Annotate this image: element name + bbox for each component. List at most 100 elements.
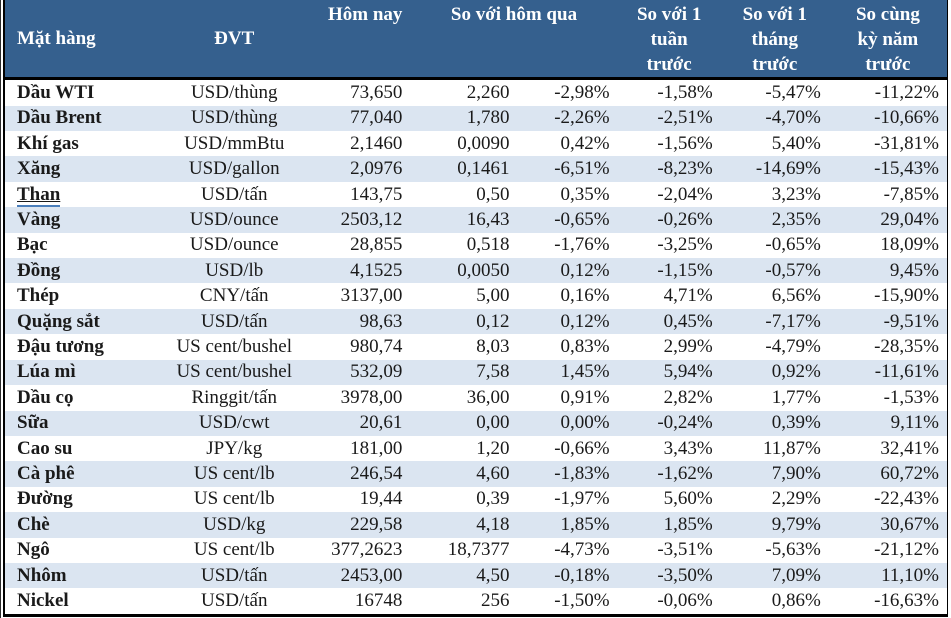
unit: JPY/kg [206,437,263,459]
pct-vs-year: 9,45% [889,259,939,281]
pct-vs-week: 0,45% [663,310,713,332]
commodity-name: Nhôm [17,564,67,586]
pct-vs-week: 4,71% [663,285,713,307]
pct-vs-week: -0,06% [657,590,713,612]
pct-vs-year: 9,11% [890,412,939,434]
table-row: Quặng sắt USD/tấn 98,63 0,12 0,12% 0,45% -7,17… [5,308,947,335]
change-value: 8,03 [476,336,510,357]
col-header-vs-yesterday: So với hôm qua [410,0,618,80]
unit: US cent/bushel [176,361,293,383]
pct-vs-yesterday: -0,18% [554,564,610,586]
table-row: Than USD/tấn 143,75 0,50 0,35% -2,04% 3,23% -7,… [5,181,947,208]
today-value: 16748 [354,590,403,612]
today-value: 2,0976 [350,158,403,180]
table-row: Chè USD/kg 229,58 4,18 1,85% 1,85% 9,79% 30,67% [5,512,947,538]
pct-vs-yesterday: -2,98% [554,81,610,103]
pct-vs-year: -28,35% [874,336,939,357]
pct-vs-year: -9,51% [883,310,939,332]
table-row: Dầu Brent USD/thùng 77,040 1,780 -2,26% -2,51… [5,105,947,132]
unit: US cent/lb [193,539,275,561]
pct-vs-year: -22,43% [874,488,939,510]
pct-vs-yesterday: 0,91% [560,386,610,408]
col-header-commodity: Mặt hàng [5,0,156,80]
today-value: 181,00 [350,437,403,459]
change-value: 256 [481,590,510,612]
unit: USD/tấn [200,590,268,612]
unit: US cent/lb [193,463,275,485]
change-value: 5,00 [476,285,510,307]
commodity-name: Ngô [17,539,50,561]
change-value: 1,20 [476,437,510,459]
change-value: 0,12 [476,310,510,332]
pct-vs-year: -11,61% [874,361,939,383]
commodity-name: Xăng [17,158,61,180]
change-value: 4,50 [476,564,510,586]
pct-vs-yesterday: 1,85% [560,513,610,535]
pct-vs-yesterday: 0,42% [560,132,610,154]
pct-vs-yesterday: 1,45% [560,361,610,383]
pct-vs-week: 5,94% [663,361,713,383]
table-row: Dầu cọ Ringgit/tấn 3978,00 36,00 0,91% 2,82% 1… [5,385,947,411]
pct-vs-month: -5,47% [765,81,821,103]
commodity-name: Dầu Brent [17,107,102,129]
change-value: 1,780 [466,107,510,129]
today-value: 246,54 [350,463,403,485]
commodity-name: Vàng [17,208,61,230]
today-value: 980,74 [350,336,403,357]
change-value: 0,518 [466,234,510,256]
change-value: 4,18 [476,513,510,535]
commodity-name: Đậu tương [17,336,104,357]
commodity-name: Thép [17,285,60,307]
header-row: Mặt hàng ĐVT Hôm nay So với hôm qua So v… [5,0,947,80]
table-row: Nickel USD/tấn 16748 256 -1,50% -0,06% 0,86% -1… [5,588,947,614]
pct-vs-year: -21,12% [874,539,939,561]
commodity-name: Đường [17,488,73,510]
commodity-name: Sữa [17,412,49,434]
pct-vs-yesterday: -1,97% [554,488,610,510]
pct-vs-week: -2,04% [657,183,713,205]
today-value: 3137,00 [340,285,403,307]
pct-vs-year: 18,09% [880,234,939,256]
pct-vs-year: -16,63% [874,590,939,612]
table-row: Nhôm USD/tấn 2453,00 4,50 -0,18% -3,50% 7,09% 1… [5,562,947,589]
unit: USD/thùng [190,107,278,129]
commodity-name: Cao su [17,437,73,459]
commodity-name: Than [5,182,155,207]
unit: USD/tấn [200,183,268,205]
commodity-price-table-frame: Mặt hàng ĐVT Hôm nay So với hôm qua So v… [3,0,948,617]
change-value: 36,00 [466,386,510,408]
table-row: Đồng USD/lb 4,1525 0,0050 0,12% -1,15% -0,57% 9… [5,258,947,284]
today-value: 229,58 [350,513,403,535]
table-row: Cao su JPY/kg 181,00 1,20 -0,66% 3,43% 11,87% 3… [5,435,947,462]
pct-vs-month: 7,90% [771,463,821,485]
table-row: Ngô US cent/lb 377,2623 18,7377 -4,73% -3,51%… [5,537,947,563]
commodity-link[interactable]: Than [17,183,61,207]
commodity-name: Khí gas [17,132,79,154]
table-row: Sữa USD/cwt 20,61 0,00 0,00% -0,24% 0,39% 9,11% [5,410,947,436]
commodity-name: Cà phê [17,463,75,485]
pct-vs-yesterday: 0,83% [560,336,610,357]
pct-vs-yesterday: -1,50% [554,590,610,612]
change-value: 0,00 [476,412,510,434]
col-header-unit: ĐVT [155,0,314,80]
pct-vs-yesterday: -1,83% [554,463,610,485]
commodity-name: Lúa mì [17,361,76,383]
table-row: Lúa mì US cent/bushel 532,09 7,58 1,45% 5,94%… [5,359,947,386]
pct-vs-week: -8,23% [657,158,713,180]
table-row: Dầu WTI USD/thùng 73,650 2,260 -2,98% -1,58% -… [5,78,947,106]
table-row: Xăng USD/gallon 2,0976 0,1461 -6,51% -8,23% -1… [5,156,947,182]
unit: US cent/lb [193,488,275,510]
table-body: Dầu WTI USD/thùng 73,650 2,260 -2,98% -1,58% -… [5,78,947,614]
today-value: 28,855 [350,234,403,256]
pct-vs-week: -2,51% [657,107,713,129]
pct-vs-week: -1,15% [657,259,713,281]
unit: USD/gallon [188,158,280,180]
pct-vs-yesterday: 0,35% [560,183,610,205]
pct-vs-year: -15,43% [874,158,939,180]
pct-vs-month: 2,35% [771,208,821,230]
col-header-vs-year: So cùng kỳ năm trước [828,0,947,80]
pct-vs-year: 11,10% [881,564,939,586]
pct-vs-month: 3,23% [771,183,821,205]
pct-vs-year: -1,53% [883,386,939,408]
pct-vs-yesterday: -1,76% [554,234,610,256]
